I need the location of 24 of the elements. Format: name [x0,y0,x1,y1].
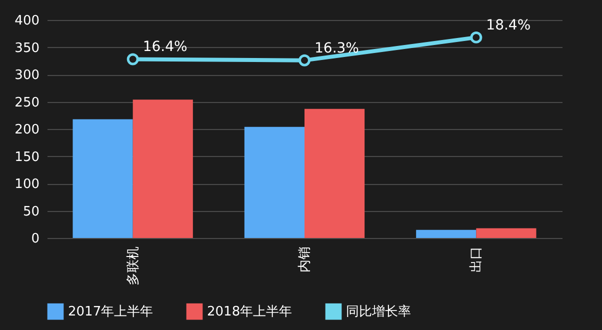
bar [72,119,133,238]
x-tick-label: 多联机 [126,246,141,286]
data-label: 18.4% [486,17,531,34]
legend-label: 同比增长率 [346,304,411,320]
y-tick-label: 100 [14,177,40,192]
legend-label: 2017年上半年 [68,304,154,320]
y-tick-label: 200 [14,122,40,138]
y-tick-label: 350 [14,40,40,56]
bar [244,126,304,238]
data-label: 16.4% [142,39,188,56]
data-label: 16.3% [314,40,359,56]
bar [416,230,476,238]
x-tick-label: 内销 [298,246,312,272]
y-tick-label: 50 [22,204,40,220]
bar [132,100,193,238]
legend-label: 2018年上半年 [207,304,292,320]
y-tick-label: 150 [14,150,40,165]
y-tick-label: 300 [14,68,40,83]
bar [476,228,536,238]
y-tick-label: 0 [31,232,40,246]
x-tick-label: 出口 [469,246,484,272]
bar [304,108,365,238]
y-tick-label: 250 [14,95,40,110]
y-tick-label: 400 [14,14,40,28]
